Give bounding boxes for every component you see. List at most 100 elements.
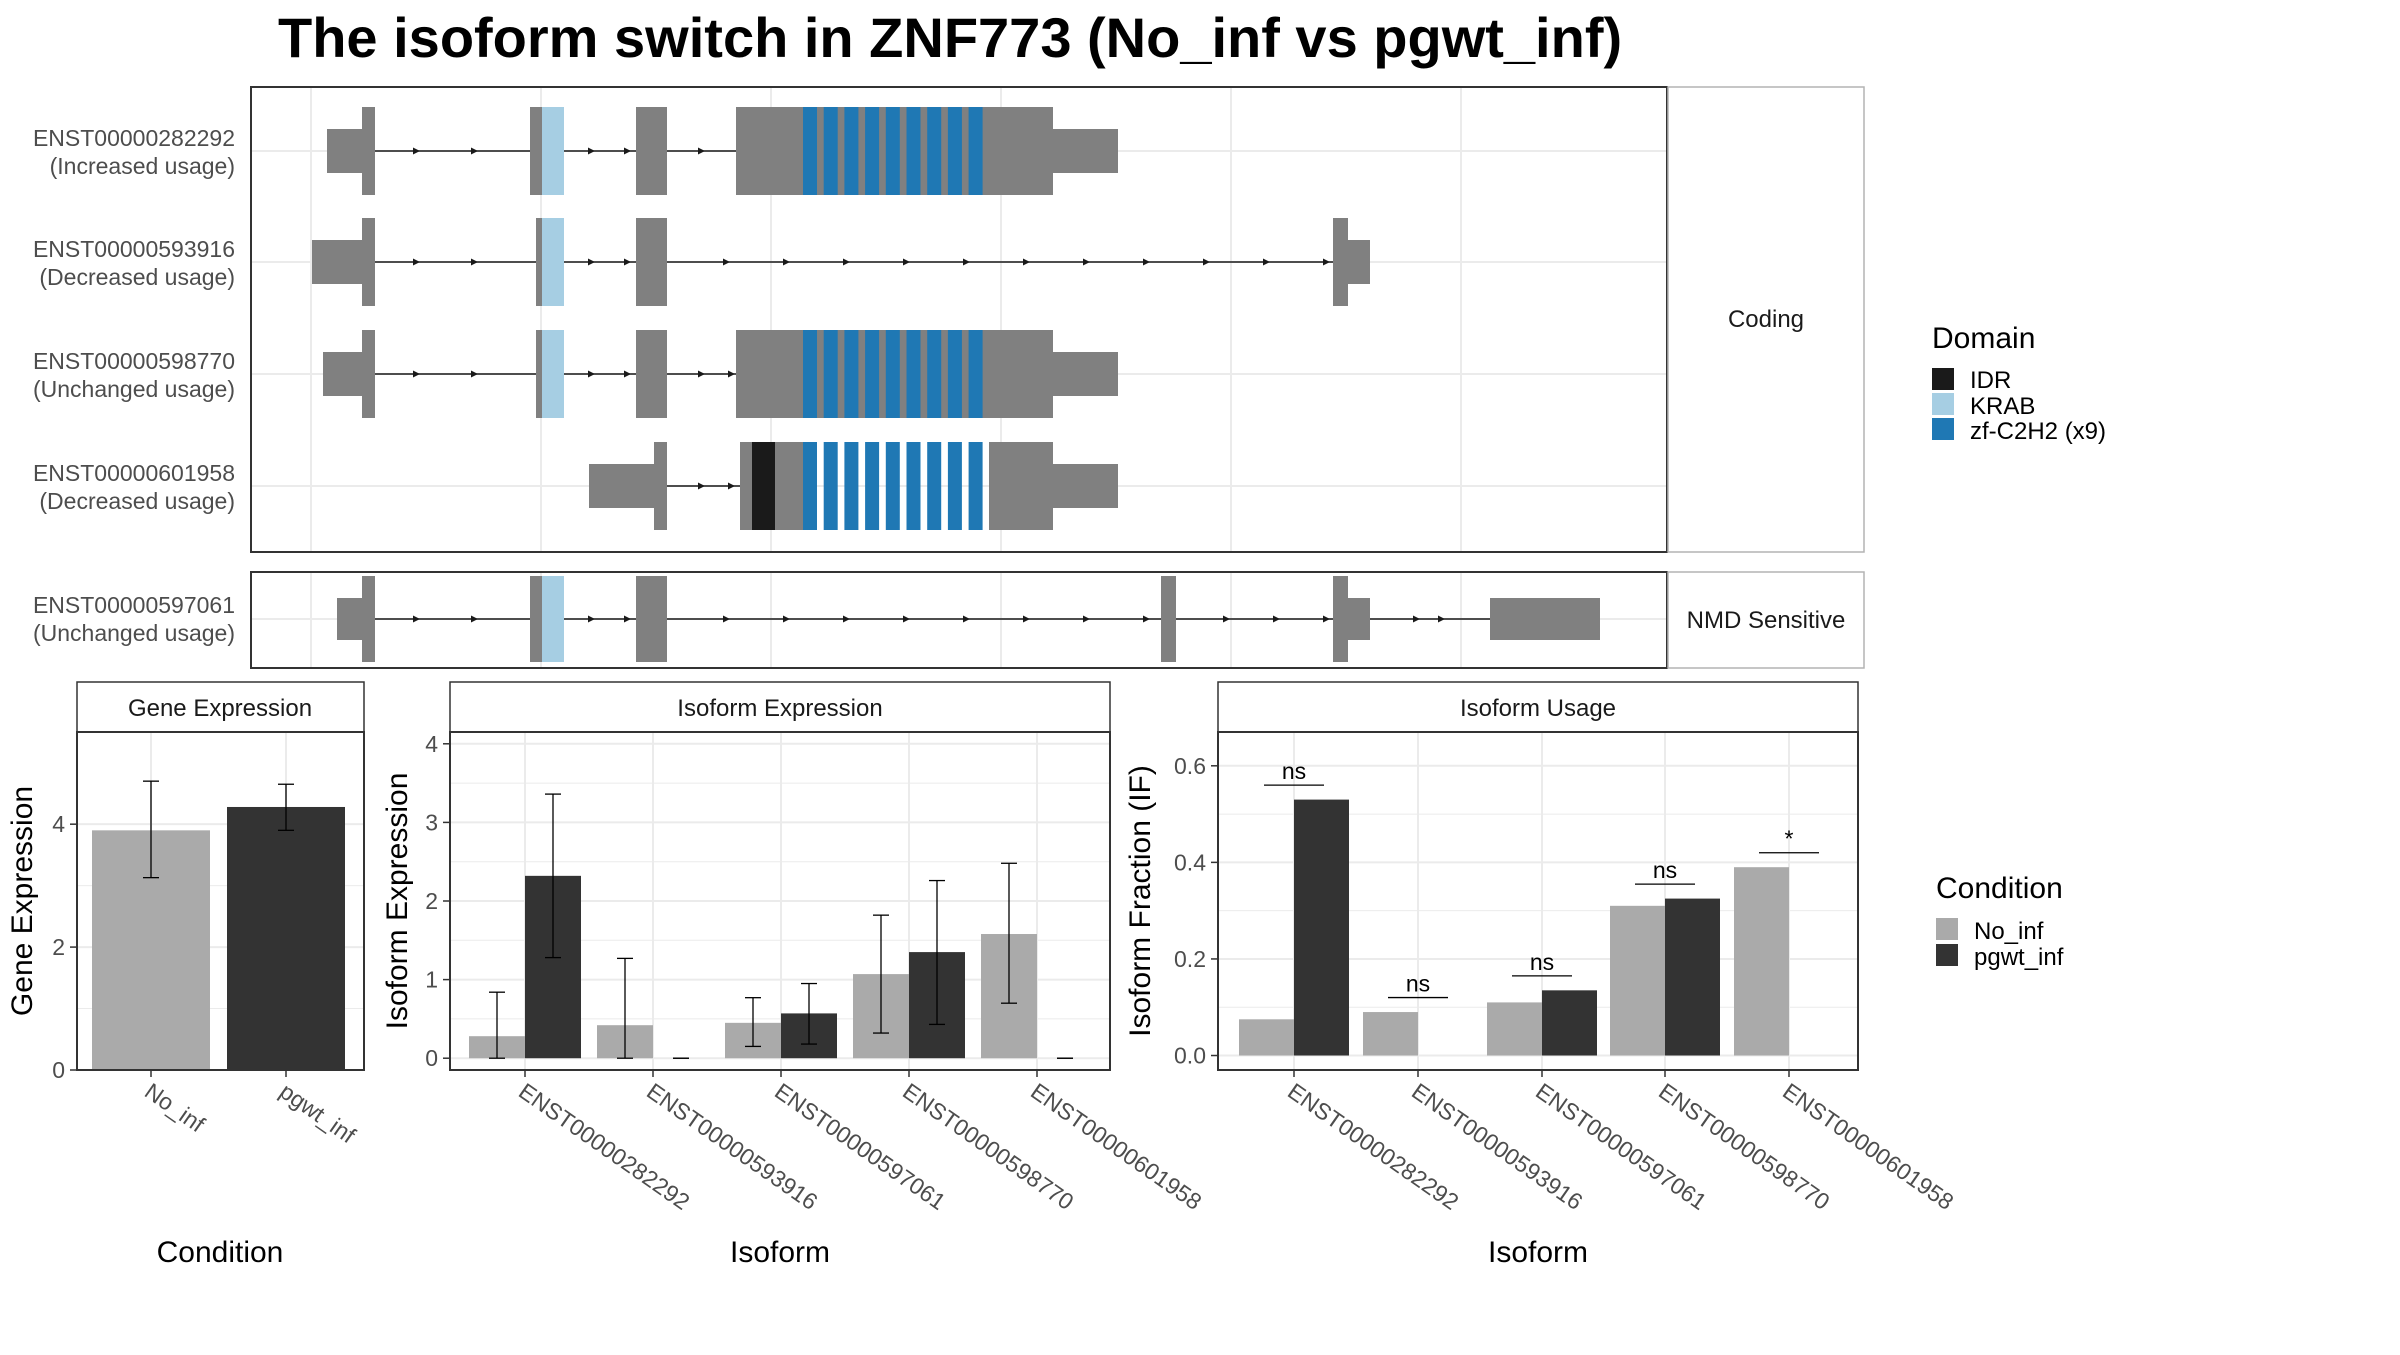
strand-arrow (903, 258, 910, 266)
transcript-id-label: ENST00000597061 (33, 592, 235, 618)
zf-c2h2-domain (823, 442, 838, 530)
strand-arrow (413, 258, 420, 266)
zf-c2h2-domain (803, 442, 817, 530)
strand-arrow (1203, 258, 1210, 266)
zf-c2h2-domain (803, 107, 817, 195)
transcript-id-label: ENST00000282292 (33, 125, 235, 151)
transcript-status-label: (Decreased usage) (39, 488, 235, 514)
strand-arrow (843, 615, 850, 623)
utr-segment (1348, 240, 1370, 284)
zf-c2h2-domain (968, 442, 983, 530)
zf-c2h2-domain (865, 330, 880, 418)
y-tick-label: 3 (425, 809, 438, 835)
zf-c2h2-domain (865, 107, 880, 195)
legend-label-krab: KRAB (1970, 393, 2035, 420)
strand-arrow (588, 147, 595, 155)
zf-c2h2-domain (968, 330, 983, 418)
legend-key-no-inf (1936, 918, 1958, 940)
exon-block (989, 442, 1053, 530)
strand-arrow (471, 258, 478, 266)
y-tick-label: 0.4 (1174, 849, 1206, 875)
exon-block (536, 218, 542, 306)
bar-pgwt-inf (1294, 799, 1349, 1056)
isoform-usage-panel-border (1217, 731, 1859, 1071)
isoform-expression-panel-border (449, 731, 1111, 1071)
isoform-usage-gridlines: 0.00.20.40.6ENST00000282292ENST000005939… (1174, 732, 1959, 1215)
exon-block (636, 107, 667, 195)
utr-segment (1490, 598, 1600, 640)
y-tick-label: 2 (425, 888, 438, 914)
zf-c2h2-domain (844, 442, 859, 530)
isoform-usage-chart: Isoform Usage 0.00.20.40.6ENST0000028229… (1124, 681, 1959, 1269)
strand-arrow (588, 615, 595, 623)
strand-arrow (624, 370, 631, 378)
strand-arrow (471, 147, 478, 155)
isoform-expression-chart: Isoform Expression 01234ENST00000282292E… (381, 681, 1207, 1269)
strand-arrow (624, 615, 631, 623)
isoform-expression-strip-title: Isoform Expression (677, 695, 882, 722)
legend-label-zf-c2h2: zf-C2H2 (x9) (1970, 418, 2106, 445)
transcript-id-label: ENST00000601958 (33, 460, 235, 486)
y-tick-label: 1 (425, 967, 438, 993)
strand-arrow (1143, 258, 1150, 266)
krab-domain (542, 107, 564, 195)
transcript-id-label: ENST00000593916 (33, 236, 235, 262)
utr-segment (1053, 352, 1118, 396)
isoform-expression-y-title: Isoform Expression (381, 773, 414, 1030)
zf-c2h2-domain (823, 330, 838, 418)
transcript-structure-plot: Coding NMD Sensitive ENST00000282292 (In… (33, 86, 1865, 669)
strand-arrow (1323, 615, 1330, 623)
zf-c2h2-domain (927, 330, 942, 418)
y-tick-label: 4 (52, 811, 65, 837)
strand-arrow (903, 615, 910, 623)
strand-arrow (723, 258, 730, 266)
legend-key-zf-c2h2 (1932, 418, 1954, 440)
y-tick-label: 0.2 (1174, 946, 1206, 972)
gene-expression-chart: Gene Expression 0 2 4 No_inf pgwt_inf Condit… (6, 681, 365, 1269)
exon-block (362, 576, 375, 662)
strand-arrow (963, 615, 970, 623)
isoform-expression-x-title: Isoform (730, 1236, 830, 1269)
zf-c2h2-domain (885, 442, 900, 530)
strand-arrow (783, 615, 790, 623)
utr-segment (1348, 598, 1370, 640)
strand-arrow (413, 370, 420, 378)
exon-block (362, 218, 375, 306)
figure-title: The isoform switch in ZNF773 (No_inf vs … (278, 6, 1622, 69)
gene-expression-x-title: Condition (157, 1236, 284, 1269)
gene-expression-y-title: Gene Expression (6, 786, 39, 1016)
x-tick-label: pgwt_inf (275, 1078, 361, 1149)
domain-legend: Domain IDR KRAB zf-C2H2 (x9) (1932, 322, 2106, 445)
strand-arrow (1323, 258, 1330, 266)
zf-c2h2-domain (906, 330, 921, 418)
nmd-strip (1667, 571, 1865, 669)
utr-segment (337, 598, 362, 640)
utr-segment (1053, 129, 1118, 173)
coding-strip-label: Coding (1728, 306, 1804, 333)
utr-segment (589, 464, 654, 508)
condition-legend-title: Condition (1936, 872, 2063, 905)
significance-label: ns (1653, 857, 1677, 883)
legend-key-krab (1932, 393, 1954, 415)
gene-expression-strip (76, 681, 365, 733)
strand-arrow (1413, 615, 1420, 623)
exon-block (654, 442, 667, 530)
zf-c2h2-domain (823, 107, 838, 195)
krab-domain (542, 218, 564, 306)
strand-arrow (728, 482, 735, 490)
zf-c2h2-domain (947, 107, 962, 195)
gene-expression-bars (92, 780, 345, 1070)
bar-no-inf (1734, 867, 1789, 1056)
legend-label-idr: IDR (1970, 367, 2011, 394)
nmd-panel-border (250, 571, 1668, 669)
exon-block (1161, 576, 1176, 662)
legend-key-pgwt-inf (1936, 944, 1958, 966)
coding-strip (1667, 86, 1865, 553)
strand-arrow (1023, 258, 1030, 266)
zf-c2h2-domain (968, 107, 983, 195)
isoform-usage-strip-title: Isoform Usage (1460, 695, 1616, 722)
utr-segment (1053, 464, 1118, 508)
strand-arrow (963, 258, 970, 266)
isoform-usage-y-title: Isoform Fraction (IF) (1124, 765, 1157, 1037)
